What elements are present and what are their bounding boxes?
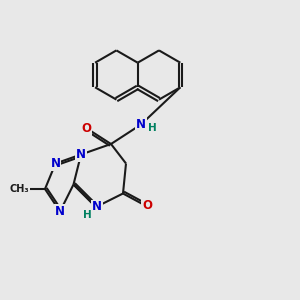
Text: CH₃: CH₃ [10, 184, 29, 194]
Text: H: H [148, 123, 157, 133]
Text: O: O [142, 199, 152, 212]
Text: N: N [50, 157, 61, 170]
Text: N: N [55, 205, 65, 218]
Text: H: H [83, 210, 92, 220]
Text: N: N [76, 148, 86, 161]
Text: N: N [136, 118, 146, 131]
Text: O: O [81, 122, 92, 136]
Text: N: N [92, 200, 102, 214]
